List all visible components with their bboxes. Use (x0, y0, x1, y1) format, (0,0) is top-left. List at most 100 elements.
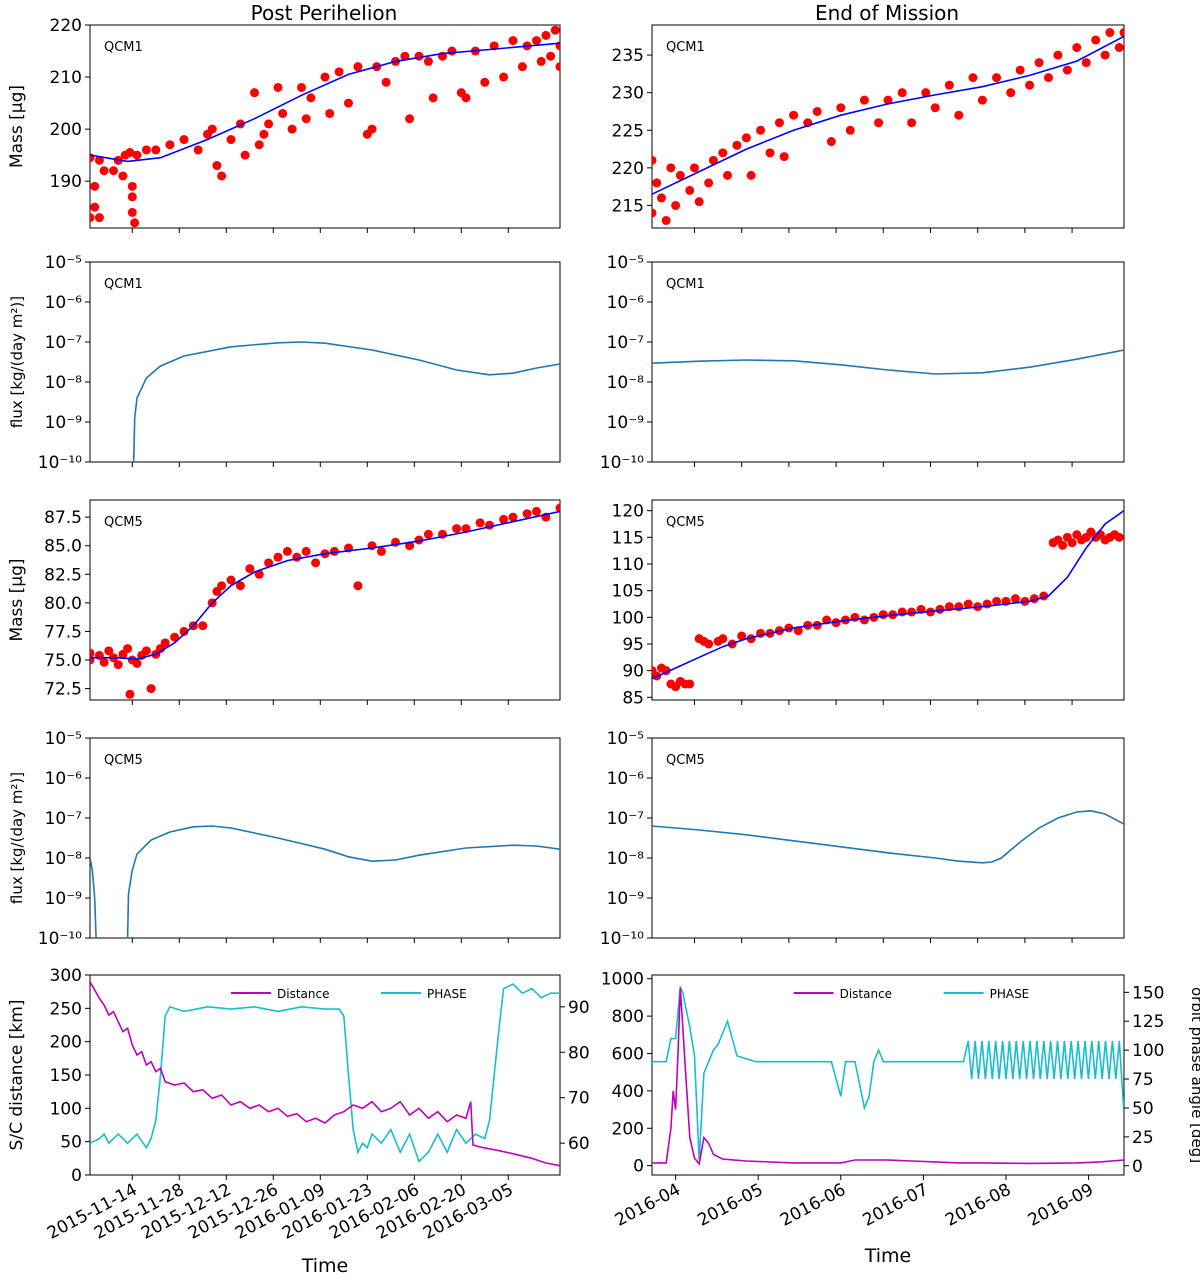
y-tick-label: 210 (50, 68, 82, 88)
data-point (789, 110, 799, 120)
right-column-title: End of Mission (815, 1, 959, 25)
data-point (517, 62, 527, 72)
data-point (282, 546, 292, 556)
fit-line (652, 510, 1124, 680)
y-tick-label: 10⁻⁹ (607, 889, 645, 909)
data-point (94, 213, 104, 223)
data-point (273, 82, 283, 92)
x-tick-label: 2016-07 (860, 1180, 932, 1231)
y2-tick-label: 0 (1132, 1157, 1143, 1177)
y-tick-label: 10⁻⁵ (45, 253, 82, 273)
data-point (480, 77, 490, 87)
data-point (118, 171, 128, 181)
y2-tick-label: 60 (568, 1134, 590, 1154)
data-point (1043, 73, 1053, 83)
y-tick-label: 10⁻⁷ (45, 333, 83, 353)
y-tick-label: 95 (622, 635, 644, 655)
y-tick-label: 215 (612, 196, 644, 216)
y-axis-label: flux [kg/(day m²)] (8, 296, 26, 428)
legend-label-phase: PHASE (990, 987, 1030, 1001)
data-point (90, 213, 95, 223)
data-point (423, 529, 433, 539)
distance-line (652, 988, 1124, 1166)
y2-axis-label: orbit phase angle [deg] (1188, 987, 1200, 1163)
data-point (1114, 532, 1124, 542)
data-point (306, 93, 316, 103)
data-point (954, 110, 964, 120)
data-point (756, 125, 766, 135)
data-point (652, 155, 657, 165)
plot-area (652, 349, 1124, 375)
fit-line (90, 510, 560, 660)
data-point (240, 150, 250, 160)
data-point (685, 185, 695, 195)
y-tick-label: 85 (622, 688, 644, 708)
sensor-label: QCM5 (104, 515, 143, 530)
y2-tick-label: 70 (568, 1089, 590, 1109)
data-point (447, 46, 457, 56)
data-point (977, 95, 987, 105)
data-point (1015, 65, 1025, 75)
panel-l4: 10⁻¹⁰ 10⁻⁹ 10⁻⁸ 10⁻⁷ 10⁻⁶ 10⁻⁵ flux [kg/(day m… (8, 729, 561, 949)
data-point (732, 140, 742, 150)
data-point (245, 564, 255, 574)
data-point (1053, 50, 1063, 60)
data-point (170, 632, 180, 642)
data-point (499, 514, 509, 524)
y-tick-label: 250 (50, 999, 82, 1019)
data-point (746, 170, 756, 180)
y-tick-label: 85.0 (44, 537, 82, 557)
data-point (405, 114, 415, 124)
y-tick-label: 82.5 (44, 565, 82, 585)
data-point (874, 118, 884, 128)
y-tick-label: 0 (633, 1157, 644, 1177)
data-point (774, 118, 784, 128)
y-tick-label: 10⁻⁶ (45, 293, 83, 313)
fit-line (90, 42, 560, 163)
data-point (113, 660, 123, 670)
flux-line (126, 825, 560, 938)
y-tick-label: 10⁻⁸ (45, 849, 83, 869)
data-point (812, 106, 822, 116)
data-point (344, 98, 353, 108)
data-point (671, 200, 681, 210)
y-tick-label: 10⁻¹⁰ (600, 929, 644, 949)
data-point (109, 166, 118, 176)
y-tick-label: 230 (612, 84, 644, 104)
data-point (878, 610, 888, 620)
y2-tick-label: 150 (1132, 983, 1164, 1003)
y-tick-label: 120 (612, 502, 644, 522)
y2-tick-label: 25 (1132, 1128, 1154, 1148)
data-point (123, 644, 133, 654)
y-tick-label: 72.5 (44, 680, 82, 700)
data-point (301, 114, 311, 124)
y-tick-label: 80.0 (44, 594, 82, 614)
y-tick-label: 200 (612, 1119, 644, 1139)
data-point (287, 124, 297, 134)
data-point (555, 41, 560, 51)
data-point (675, 170, 685, 180)
data-point (836, 103, 846, 113)
data-point (508, 36, 518, 46)
distance-line (90, 981, 560, 1167)
data-point (226, 575, 236, 585)
data-point (718, 634, 728, 644)
y-tick-label: 200 (50, 120, 82, 140)
data-point (353, 62, 363, 72)
y-tick-label: 10⁻⁹ (45, 413, 83, 433)
y-tick-label: 10⁻⁶ (607, 769, 645, 789)
data-point (897, 88, 907, 98)
data-point (127, 192, 137, 202)
data-point (718, 148, 728, 158)
data-point (179, 135, 189, 145)
data-point (217, 171, 227, 181)
y2-tick-label: 50 (1132, 1099, 1154, 1119)
x-tick-label: 2016-08 (942, 1180, 1014, 1231)
data-point (845, 125, 855, 135)
y-tick-label: 10⁻¹⁰ (600, 453, 644, 473)
phase-line (652, 986, 1124, 1161)
y-tick-label: 220 (50, 16, 82, 36)
plot-area (90, 825, 560, 938)
data-point (217, 581, 227, 591)
data-point (741, 133, 751, 143)
